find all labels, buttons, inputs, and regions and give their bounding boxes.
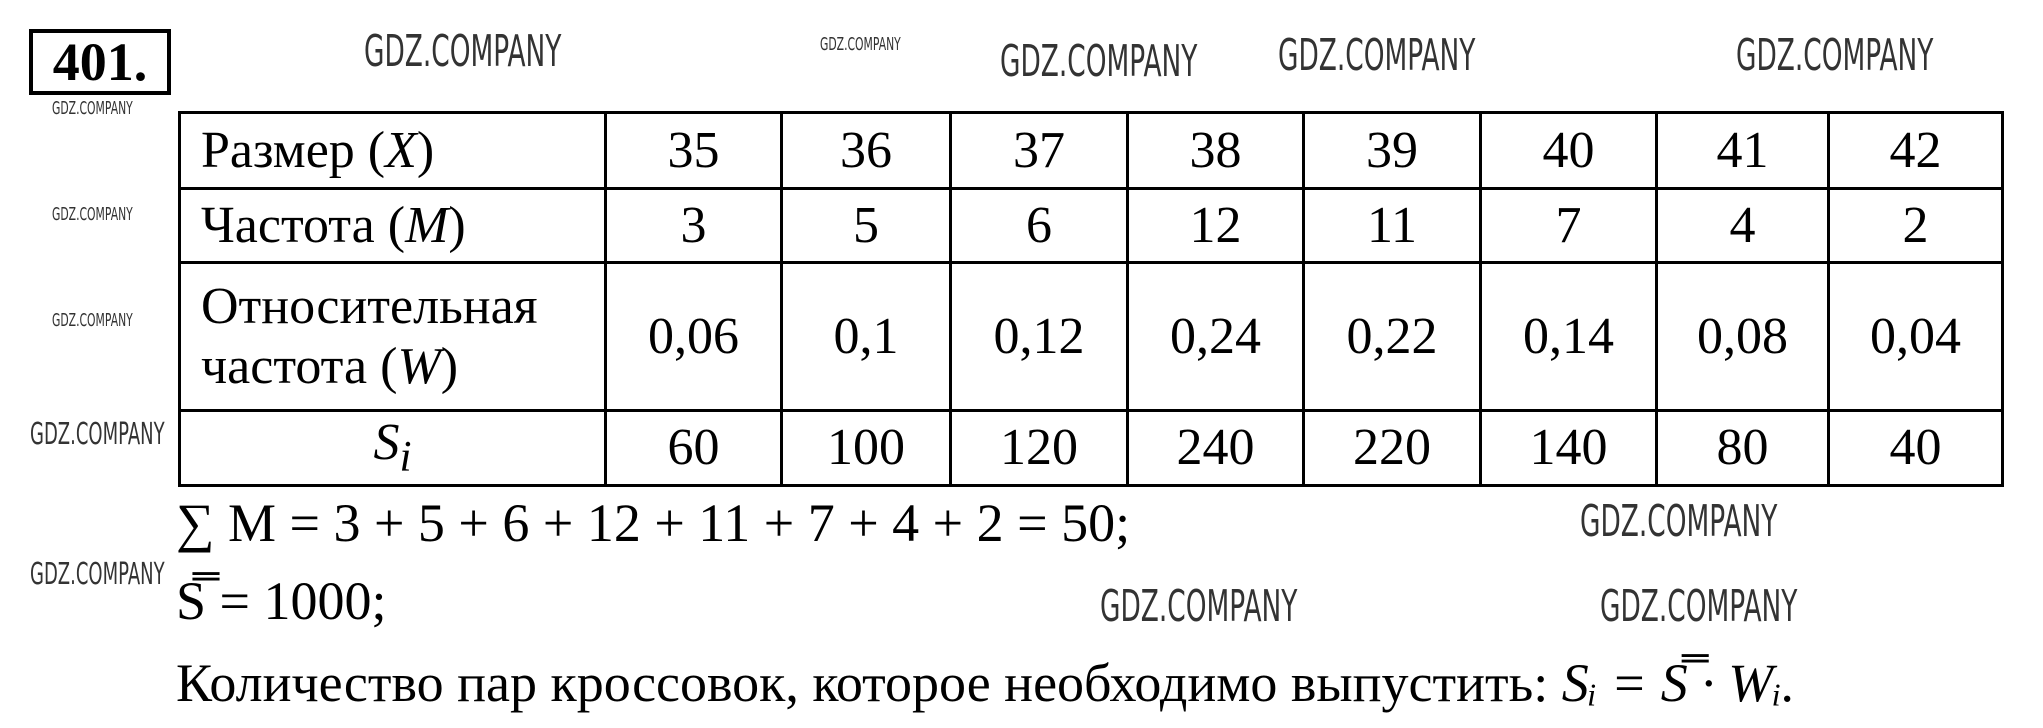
cell: 220 — [1302, 409, 1482, 487]
cell: 37 — [949, 111, 1129, 190]
watermark: GDZ.COMPANY — [1580, 496, 1778, 547]
cell: 0,04 — [1827, 261, 2004, 412]
cell: 35 — [604, 111, 783, 190]
cell: 41 — [1655, 111, 1830, 190]
table-row-relative-frequency: Относительная частота (W) 0,06 0,1 0,12 0,24… — [178, 261, 2004, 412]
row-label: Частота (M) — [178, 187, 607, 264]
watermark: GDZ.COMPANY — [30, 557, 165, 592]
cell: 0,06 — [604, 261, 783, 412]
formula: Sᵢ = S̿ · Wᵢ. — [1561, 653, 1796, 713]
watermark: GDZ.COMPANY — [52, 310, 133, 331]
cell: 39 — [1302, 111, 1482, 190]
conclusion-line: Количество пар кроссовок, которое необхо… — [176, 652, 1795, 714]
cell: 38 — [1126, 111, 1305, 190]
watermark: GDZ.COMPANY — [52, 98, 133, 119]
cell: 0,24 — [1126, 261, 1305, 412]
cell: 0,12 — [949, 261, 1129, 412]
cell: 3 — [604, 187, 783, 264]
table-row-si: Si 60 100 120 240 220 140 80 40 — [178, 409, 2004, 487]
watermark: GDZ.COMPANY — [52, 204, 133, 225]
watermark: GDZ.COMPANY — [364, 26, 562, 77]
watermark: GDZ.COMPANY — [1600, 581, 1798, 632]
watermark: GDZ.COMPANY — [820, 34, 901, 55]
cell: 7 — [1479, 187, 1658, 264]
watermark: GDZ.COMPANY — [1278, 30, 1476, 81]
mean-equation: S̿ = 1000; — [176, 571, 387, 631]
cell: 2 — [1827, 187, 2004, 264]
cell: 36 — [780, 111, 952, 190]
conclusion-text: Количество пар кроссовок, которое необхо… — [176, 653, 1562, 713]
table-row-size: Размер (X) 35 36 37 38 39 40 41 42 — [178, 111, 2004, 190]
watermark: GDZ.COMPANY — [1100, 581, 1298, 632]
cell: 5 — [780, 187, 952, 264]
cell: 120 — [949, 409, 1129, 487]
cell: 40 — [1827, 409, 2004, 487]
watermark: GDZ.COMPANY — [1000, 36, 1198, 87]
row-label: Si — [178, 409, 607, 487]
cell: 4 — [1655, 187, 1830, 264]
cell: 11 — [1302, 187, 1482, 264]
row-label: Относительная частота (W) — [178, 261, 607, 412]
cell: 6 — [949, 187, 1129, 264]
cell: 80 — [1655, 409, 1830, 487]
sum-equation: ∑ M = 3 + 5 + 6 + 12 + 11 + 7 + 4 + 2 = … — [176, 493, 1131, 553]
cell: 140 — [1479, 409, 1658, 487]
cell: 0,08 — [1655, 261, 1830, 412]
cell: 60 — [604, 409, 783, 487]
row-label: Размер (X) — [178, 111, 607, 190]
cell: 100 — [780, 409, 952, 487]
cell: 240 — [1126, 409, 1305, 487]
watermark: GDZ.COMPANY — [1736, 30, 1934, 81]
cell: 0,14 — [1479, 261, 1658, 412]
cell: 12 — [1126, 187, 1305, 264]
watermark: GDZ.COMPANY — [30, 417, 165, 452]
frequency-table: Размер (X) 35 36 37 38 39 40 41 42 Частота (M) … — [178, 111, 2004, 487]
cell: 42 — [1827, 111, 2004, 190]
cell: 0,1 — [780, 261, 952, 412]
cell: 40 — [1479, 111, 1658, 190]
table-row-frequency: Частота (M) 3 5 6 12 11 7 4 2 — [178, 187, 2004, 264]
cell: 0,22 — [1302, 261, 1482, 412]
problem-number: 401. — [29, 29, 171, 95]
